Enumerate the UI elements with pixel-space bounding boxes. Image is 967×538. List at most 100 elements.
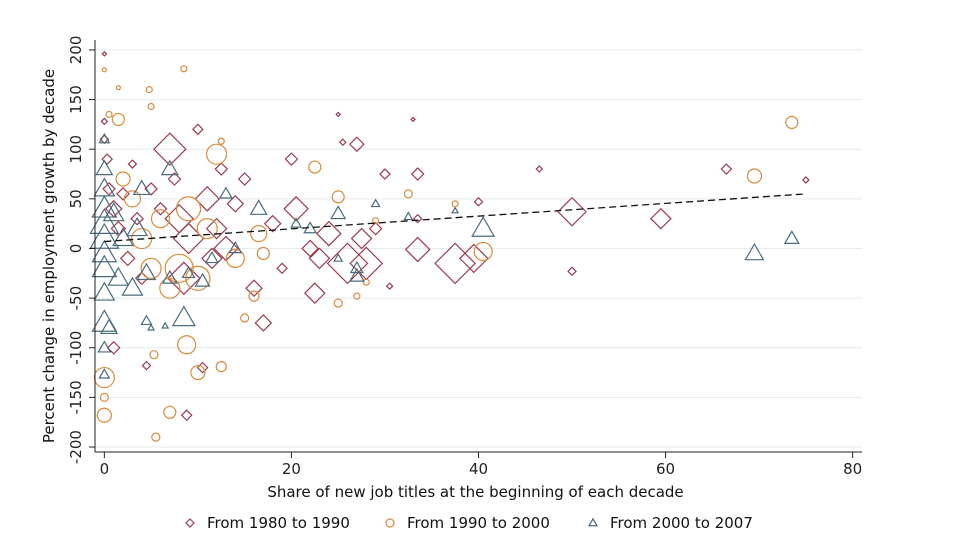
series-0-point-39 bbox=[315, 220, 342, 247]
series-0-point-51 bbox=[412, 213, 423, 224]
y-tick-label-3: -50 bbox=[67, 286, 85, 311]
legend-marker-0 bbox=[185, 518, 195, 528]
series-0-point-9 bbox=[127, 159, 138, 169]
series-2-point-39 bbox=[403, 211, 414, 221]
series-1-point-4 bbox=[145, 86, 153, 94]
series-1-point-7 bbox=[93, 366, 115, 389]
series-2-point-32 bbox=[290, 217, 303, 228]
series-1-point-0 bbox=[101, 67, 107, 73]
y-tick-label-0: -200 bbox=[67, 430, 85, 464]
y-tick-label-7: 150 bbox=[67, 85, 85, 114]
series-0-point-57 bbox=[567, 266, 577, 277]
series-2-point-25 bbox=[161, 269, 178, 284]
series-2-point-5 bbox=[89, 222, 120, 249]
x-tick-label-0: 0 bbox=[100, 460, 110, 478]
series-2-point-7 bbox=[91, 254, 118, 278]
series-0-point-43 bbox=[349, 136, 365, 153]
y-tick-label-2: -100 bbox=[67, 331, 85, 365]
series-0-point-17 bbox=[167, 172, 182, 186]
series-2-point-14 bbox=[107, 266, 130, 286]
series-1-point-2 bbox=[111, 112, 125, 127]
data-points bbox=[89, 51, 810, 442]
series-0-point-42 bbox=[326, 242, 369, 285]
series-0-point-14 bbox=[144, 182, 158, 196]
series-0-point-3 bbox=[101, 153, 114, 165]
series-0-point-1 bbox=[100, 117, 109, 126]
series-1-point-18 bbox=[115, 171, 131, 187]
series-1-point-9 bbox=[96, 407, 112, 423]
series-0-point-30 bbox=[245, 279, 263, 298]
series-1-point-1 bbox=[105, 110, 113, 119]
x-tick-label-3: 60 bbox=[656, 460, 675, 478]
series-0-point-0 bbox=[101, 51, 108, 57]
series-1-point-28 bbox=[225, 248, 245, 269]
legend-marker-2 bbox=[587, 517, 599, 527]
series-0-point-35 bbox=[283, 195, 309, 222]
series-2-point-23 bbox=[171, 305, 196, 327]
series-0-point-15 bbox=[153, 201, 168, 216]
legend: From 1980 to 1990 From 1990 to 2000 From 2… bbox=[185, 514, 753, 532]
series-1-point-35 bbox=[333, 298, 343, 308]
series-2-point-38 bbox=[370, 198, 381, 208]
series-2-point-16 bbox=[121, 276, 144, 296]
series-2-point-1 bbox=[95, 159, 114, 176]
series-0-point-24 bbox=[201, 247, 223, 270]
series-1-point-22 bbox=[150, 209, 171, 229]
series-1-point-16 bbox=[205, 143, 228, 165]
series-1-point-15 bbox=[215, 361, 227, 373]
series-1-point-41 bbox=[473, 241, 493, 262]
series-1-point-43 bbox=[785, 115, 799, 130]
y-tick-label-8: 200 bbox=[67, 36, 85, 65]
series-2-point-18 bbox=[132, 179, 151, 196]
series-2-point-27 bbox=[194, 272, 211, 287]
series-0-point-47 bbox=[379, 168, 391, 180]
series-2-point-37 bbox=[348, 267, 365, 282]
series-1-point-24 bbox=[164, 253, 194, 283]
series-0-point-49 bbox=[410, 116, 416, 123]
series-2-point-21 bbox=[147, 323, 156, 331]
series-1-point-6 bbox=[180, 65, 188, 73]
series-0-point-28 bbox=[226, 194, 245, 213]
legend-marker-1 bbox=[385, 518, 395, 528]
series-0-point-31 bbox=[254, 314, 273, 332]
series-0-point-7 bbox=[116, 187, 130, 201]
series-2-point-20 bbox=[140, 314, 153, 326]
series-0-point-4 bbox=[102, 182, 116, 196]
series-2-point-19 bbox=[136, 262, 157, 281]
series-0-point-48 bbox=[385, 282, 394, 291]
series-1-point-36 bbox=[353, 292, 361, 300]
series-0-point-16 bbox=[152, 132, 187, 167]
series-0-point-26 bbox=[214, 162, 229, 176]
series-1-point-11 bbox=[151, 432, 161, 442]
series-0-point-60 bbox=[720, 163, 733, 175]
y-tick-label-5: 50 bbox=[67, 189, 85, 208]
series-1-point-10 bbox=[149, 350, 159, 360]
series-0-point-25 bbox=[205, 217, 228, 240]
series-0-point-34 bbox=[284, 152, 299, 166]
series-2-point-35 bbox=[333, 253, 344, 262]
series-1-point-27 bbox=[196, 218, 218, 240]
series-1-point-39 bbox=[403, 189, 413, 199]
series-2-point-0 bbox=[98, 132, 111, 144]
x-axis-title: Share of new job titles at the beginning… bbox=[267, 483, 683, 501]
x-tick-label-2: 40 bbox=[469, 460, 488, 478]
x-tick-labels: 0 20 40 60 80 bbox=[100, 452, 862, 478]
series-1-point-12 bbox=[163, 405, 177, 419]
series-0-point-21 bbox=[192, 123, 204, 136]
series-2-point-12 bbox=[99, 318, 119, 335]
series-0-point-62 bbox=[180, 409, 193, 422]
x-tick-label-4: 80 bbox=[843, 460, 862, 478]
series-0-point-13 bbox=[106, 340, 121, 355]
series-0-point-19 bbox=[167, 261, 201, 296]
series-1-point-42 bbox=[746, 168, 763, 184]
series-1-point-38 bbox=[372, 217, 380, 225]
series-0-point-32 bbox=[263, 214, 282, 233]
series-1-point-31 bbox=[250, 224, 268, 243]
series-1-point-19 bbox=[123, 190, 142, 208]
series-0-point-46 bbox=[368, 221, 383, 236]
series-2-point-41 bbox=[471, 215, 496, 237]
series-0-point-61 bbox=[802, 176, 810, 184]
series-1-point-8 bbox=[99, 392, 109, 402]
series-0-point-8 bbox=[119, 250, 136, 267]
